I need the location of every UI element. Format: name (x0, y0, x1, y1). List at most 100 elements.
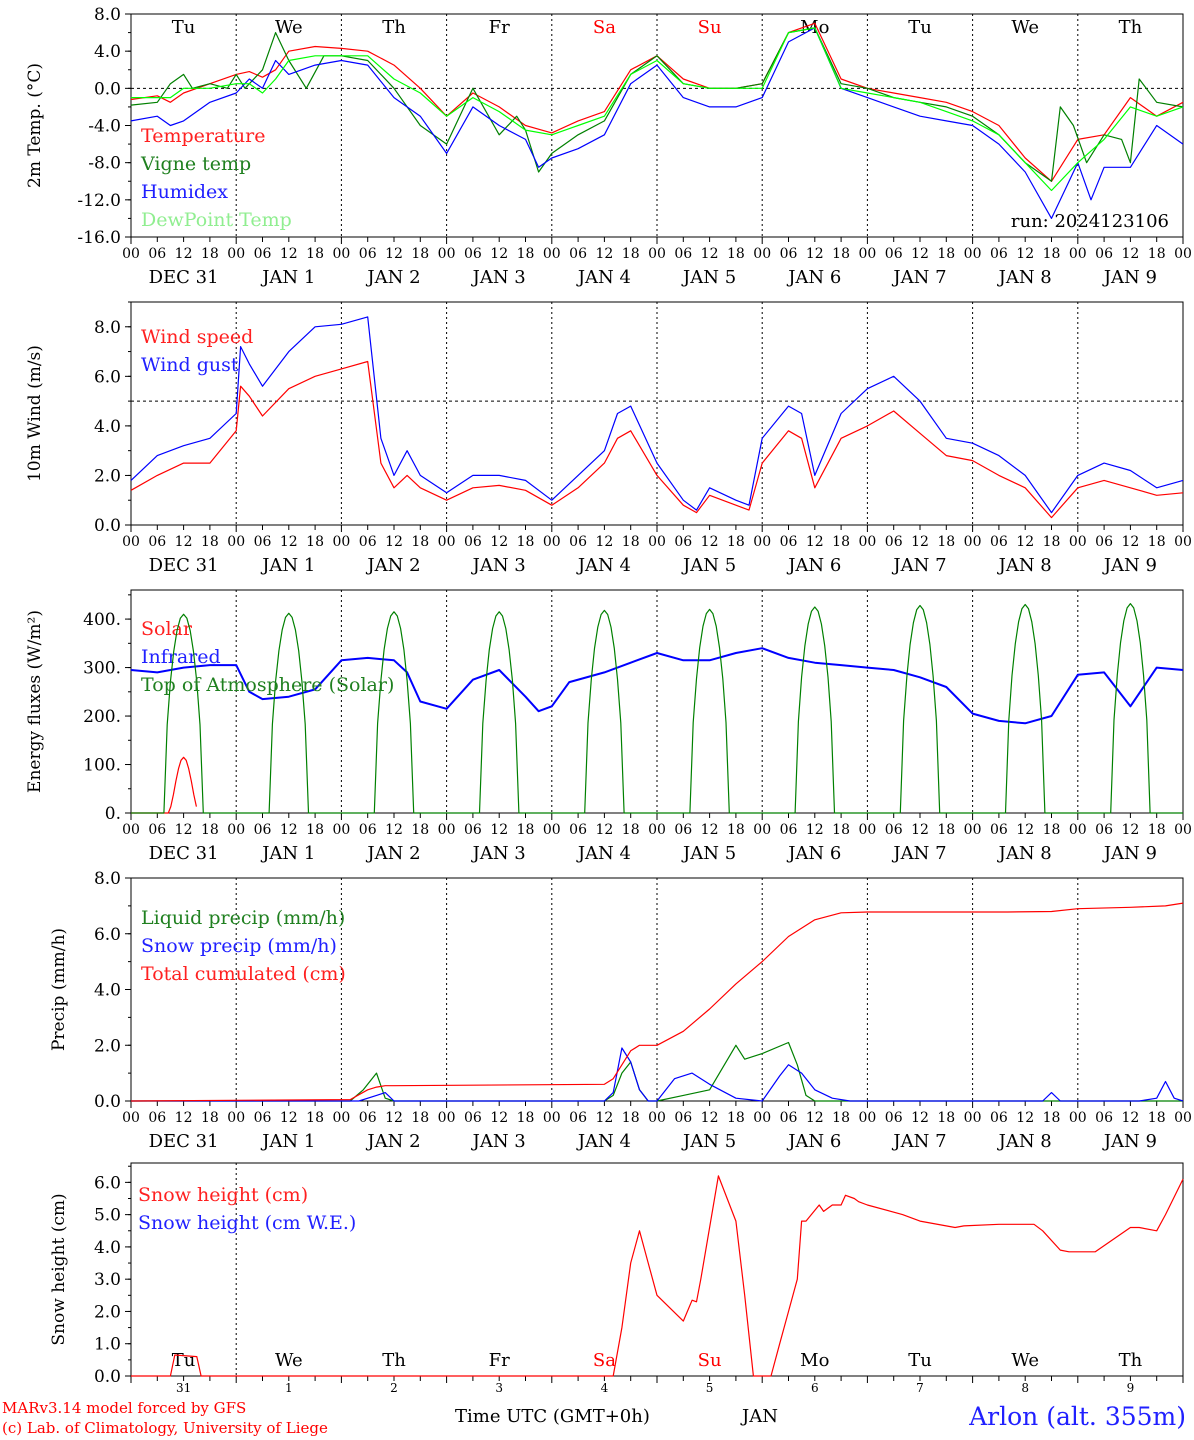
x-hour-label: 12 (1121, 534, 1139, 550)
x-date-label: JAN 2 (365, 555, 420, 576)
x-hour-label: 18 (622, 1110, 640, 1126)
day-name-label: We (275, 1350, 303, 1371)
x-hour-label: 06 (1095, 1110, 1113, 1126)
x-date-label: DEC 31 (149, 843, 219, 864)
x-date-label: 4 (601, 1381, 609, 1395)
x-hour-label: 12 (490, 246, 508, 262)
x-date-label: JAN 1 (260, 267, 315, 288)
x-hour-label: 12 (911, 246, 929, 262)
x-hour-label: 00 (753, 246, 771, 262)
x-hour-label: 00 (1069, 534, 1087, 550)
x-hour-label: 00 (332, 1110, 350, 1126)
x-hour-label: 12 (1016, 246, 1034, 262)
x-date-label: JAN 8 (997, 267, 1052, 288)
x-hour-label: 06 (359, 822, 377, 838)
legend-entry: Snow height (cm) (138, 1184, 308, 1206)
x-hour-label: 06 (569, 1110, 587, 1126)
x-hour-label: 00 (1174, 534, 1192, 550)
x-hour-label: 18 (727, 246, 745, 262)
x-hour-label: 12 (385, 534, 403, 550)
series-line-1 (131, 1047, 1184, 1102)
y-tick-label: 4.0 (94, 981, 121, 1001)
legend-entry: Temperature (141, 125, 265, 147)
x-date-label: JAN 7 (891, 1131, 946, 1152)
x-hour-label: 06 (359, 246, 377, 262)
x-hour-label: 18 (1148, 246, 1166, 262)
x-hour-label: 12 (1121, 246, 1139, 262)
y-tick-label: 200. (83, 707, 121, 727)
x-date-label: JAN 5 (681, 267, 736, 288)
x-hour-label: 18 (306, 1110, 324, 1126)
x-hour-label: 12 (490, 534, 508, 550)
x-hour-label: 12 (1016, 822, 1034, 838)
x-date-label: 5 (706, 1381, 714, 1395)
x-hour-label: 18 (1148, 534, 1166, 550)
y-tick-label: 400. (83, 610, 121, 630)
x-hour-label: 00 (227, 1110, 245, 1126)
x-date-label: JAN 6 (786, 555, 841, 576)
x-hour-label: 18 (832, 822, 850, 838)
x-date-label: JAN 4 (576, 267, 631, 288)
x-hour-label: 12 (280, 1110, 298, 1126)
x-hour-label: 00 (1069, 246, 1087, 262)
x-date-label: JAN 9 (1102, 267, 1157, 288)
legend-entry: Snow height (cm W.E.) (138, 1212, 356, 1234)
x-date-label: JAN 3 (471, 843, 526, 864)
x-hour-label: 12 (701, 246, 719, 262)
series-line-2 (130, 902, 1184, 1102)
x-hour-label: 12 (911, 534, 929, 550)
y-axis-label: 10m Wind (m/s) (25, 345, 45, 482)
y-tick-label: 8.0 (94, 318, 121, 338)
x-hour-label: 18 (832, 246, 850, 262)
x-date-label: JAN 2 (365, 1131, 420, 1152)
legend-entry: Vigne temp (140, 153, 251, 175)
x-hour-label: 00 (332, 246, 350, 262)
day-name-label: Tu (172, 17, 196, 38)
x-hour-label: 06 (464, 822, 482, 838)
day-name-label: Su (698, 1350, 722, 1371)
series-line-0 (131, 756, 197, 814)
x-hour-label: 18 (306, 246, 324, 262)
x-hour-label: 06 (780, 246, 798, 262)
run-annotation: run: 2024123106 (1011, 211, 1169, 232)
y-tick-label: 0.0 (94, 79, 121, 99)
x-hour-label: 12 (385, 822, 403, 838)
y-tick-label: 0.0 (94, 1367, 121, 1387)
y-axis-label: Precip (mm/h) (49, 928, 69, 1051)
y-tick-label: 6.0 (94, 925, 121, 945)
x-hour-label: 00 (648, 822, 666, 838)
y-tick-label: 6.0 (94, 367, 121, 387)
legend-entry: Wind speed (141, 326, 253, 348)
y-tick-label: 100. (83, 756, 121, 776)
x-hour-label: 18 (517, 246, 535, 262)
x-date-label: JAN 5 (681, 843, 736, 864)
x-date-label: JAN 4 (576, 555, 631, 576)
x-hour-label: 06 (990, 534, 1008, 550)
x-hour-label: 06 (464, 534, 482, 550)
legend-entry: Humidex (141, 181, 228, 203)
x-hour-label: 00 (332, 822, 350, 838)
x-hour-label: 18 (727, 822, 745, 838)
day-name-label: Sa (593, 17, 616, 38)
y-tick-label: -8.0 (88, 154, 121, 174)
legend-entry: Top of Atmosphere (Solar) (141, 674, 394, 696)
x-hour-label: 12 (911, 1110, 929, 1126)
day-name-label: Mo (800, 1350, 829, 1371)
x-hour-label: 00 (964, 246, 982, 262)
y-tick-label: -12.0 (77, 191, 121, 211)
y-tick-label: 0. (105, 804, 121, 824)
day-name-label: Th (382, 17, 406, 38)
y-tick-label: 300. (83, 659, 121, 679)
x-hour-label: 18 (201, 534, 219, 550)
day-name-label: Su (698, 17, 722, 38)
x-hour-label: 18 (1043, 246, 1061, 262)
x-hour-label: 18 (622, 534, 640, 550)
x-hour-label: 06 (148, 1110, 166, 1126)
y-tick-label: 8.0 (94, 5, 121, 25)
x-hour-label: 12 (806, 534, 824, 550)
x-hour-label: 00 (753, 822, 771, 838)
x-date-label: DEC 31 (149, 1131, 219, 1152)
x-date-label: JAN 8 (997, 555, 1052, 576)
x-hour-label: 12 (701, 822, 719, 838)
